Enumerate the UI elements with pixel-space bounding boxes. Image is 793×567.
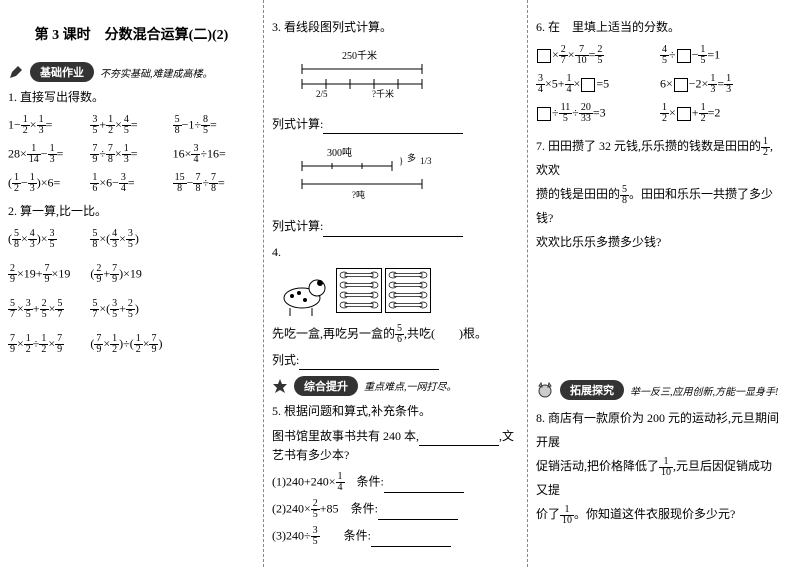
- svg-text:}: }: [399, 156, 403, 166]
- bone-icon: [339, 271, 379, 280]
- svg-text:?千米: ?千米: [372, 88, 394, 99]
- expr: (79×12)÷(12×79): [90, 334, 172, 355]
- q6-row1: ×27×710=25 45÷−15=1: [536, 45, 784, 66]
- answer-line[interactable]: [384, 481, 464, 493]
- q4-calc: 列式:: [272, 351, 519, 370]
- star-icon: [272, 378, 288, 394]
- bone-icon: [388, 281, 428, 290]
- q1: 1. 直接写出得数。: [8, 88, 255, 107]
- q2-row4: 79×12÷12×79 (79×12)÷(12×79): [8, 334, 255, 355]
- bone-boxes: [336, 268, 431, 313]
- badge-extend-sub: 举一反三,应用创新,方能一显身手!: [630, 383, 778, 398]
- badge-synth-label: 综合提升: [294, 376, 358, 396]
- q6-row2: 34×5+14×=5 6×−2×13=13: [536, 74, 784, 95]
- svg-text:300吨: 300吨: [327, 146, 352, 159]
- badge-basic: 基础作业 不夯实基础,难建成高楼。: [8, 62, 255, 82]
- expr: 6×−2×13=13: [660, 74, 784, 95]
- expr: ÷115÷2033=3: [536, 103, 660, 124]
- expr: 45÷−15=1: [660, 45, 784, 66]
- bone-icon: [339, 281, 379, 290]
- badge-synth-sub: 重点难点,一网打尽。: [364, 378, 457, 393]
- expr: ×27×710=25: [536, 45, 660, 66]
- q1-row3: (12−13)×6= 16×6−34= 158−78÷78=: [8, 173, 255, 194]
- svg-text:1/3: 1/3: [420, 156, 432, 166]
- q5-main: 图书馆里故事书共有 240 本,,文艺书有多少本?: [272, 427, 519, 465]
- expr: 57×(35+25): [90, 299, 172, 320]
- answer-line[interactable]: [419, 434, 499, 446]
- q2-row1: (58×43)×35 58×(43×35): [8, 229, 255, 250]
- cat-icon: [536, 382, 554, 398]
- q6-row3: ÷115÷2033=3 12×+12=2: [536, 103, 784, 124]
- bone-icon: [339, 291, 379, 300]
- badge-extend-label: 拓展探究: [560, 380, 624, 400]
- q4-image: [272, 268, 519, 318]
- q5: 5. 根据问题和算式,补充条件。: [272, 402, 519, 421]
- line-diagram-2: 300吨 } 多 1/3 ?吨: [272, 146, 452, 201]
- q3-calc1: 列式计算:: [272, 115, 519, 134]
- svg-text:250千米: 250千米: [342, 49, 377, 62]
- pencil-icon: [8, 64, 24, 80]
- worksheet-page: 第 3 课时 分数混合运算(二)(2) 基础作业 不夯实基础,难建成高楼。 1.…: [0, 0, 793, 567]
- q4-text: 先吃一盒,再吃另一盒的56,共吃( )根。: [272, 324, 519, 345]
- q8: 8. 商店有一款原价为 200 元的运动衫,元旦期间开展 促销活动,把价格降低了…: [536, 406, 784, 526]
- column-2: 3. 看线段图列式计算。 250千米 2/5 ?千米 列式计算: 300吨 }: [264, 0, 528, 567]
- q5-3: (3)240÷35 条件:: [272, 526, 519, 547]
- q2-row2: 29×19+79×19 (29+79)×19: [8, 264, 255, 285]
- expr: (58×43)×35: [8, 229, 90, 250]
- q5-1: (1)240+240×14 条件:: [272, 472, 519, 493]
- q4-label: 4.: [272, 243, 519, 262]
- answer-line[interactable]: [378, 508, 458, 520]
- bone-box: [336, 268, 382, 313]
- expr: 58−1÷85=: [173, 115, 255, 136]
- q6: 6. 在 里填上适当的分数。: [536, 18, 784, 37]
- dog-icon: [272, 268, 332, 318]
- answer-line[interactable]: [299, 358, 439, 370]
- badge-basic-label: 基础作业: [30, 62, 94, 82]
- expr: 79×12÷12×79: [8, 334, 90, 355]
- badge-extend: 拓展探究 举一反三,应用创新,方能一显身手!: [536, 380, 784, 400]
- answer-line[interactable]: [323, 122, 463, 134]
- bone-icon: [339, 301, 379, 310]
- expr: 35+12×45=: [90, 115, 172, 136]
- page-title: 第 3 课时 分数混合运算(二)(2): [8, 24, 255, 44]
- q3-calc2: 列式计算:: [272, 217, 519, 236]
- expr: 16×6−34=: [90, 173, 172, 194]
- expr: 12×+12=2: [660, 103, 784, 124]
- svg-text:2/5: 2/5: [316, 89, 328, 99]
- bone-icon: [388, 301, 428, 310]
- bone-box: [385, 268, 431, 313]
- q2-row3: 57×35+25×57 57×(35+25): [8, 299, 255, 320]
- q5-2: (2)240×25+85 条件:: [272, 499, 519, 520]
- line-diagram-1: 250千米 2/5 ?千米: [272, 49, 432, 99]
- expr: 57×35+25×57: [8, 299, 90, 320]
- badge-synth: 综合提升 重点难点,一网打尽。: [272, 376, 519, 396]
- expr: 1−12×13=: [8, 115, 90, 136]
- q3: 3. 看线段图列式计算。: [272, 18, 519, 37]
- expr: 158−78÷78=: [173, 173, 255, 194]
- expr: (12−13)×6=: [8, 173, 90, 194]
- answer-line[interactable]: [371, 535, 451, 547]
- expr: 29×19+79×19: [8, 264, 90, 285]
- q7: 7. 田田攒了 32 元钱,乐乐攒的钱数是田田的12,欢欢 攒的钱是田田的58。…: [536, 134, 784, 254]
- expr: 28×114−13=: [8, 144, 90, 165]
- svg-text:多: 多: [407, 152, 416, 163]
- expr: (29+79)×19: [90, 264, 172, 285]
- q1-row1: 1−12×13= 35+12×45= 58−1÷85=: [8, 115, 255, 136]
- q1-row2: 28×114−13= 79÷78×13= 16×34÷16=: [8, 144, 255, 165]
- expr: 58×(43×35): [90, 229, 172, 250]
- column-3: 6. 在 里填上适当的分数。 ×27×710=25 45÷−15=1 34×5+…: [528, 0, 792, 567]
- expr: 16×34÷16=: [173, 144, 255, 165]
- expr: 34×5+14×=5: [536, 74, 660, 95]
- badge-basic-sub: 不夯实基础,难建成高楼。: [100, 65, 213, 80]
- bone-icon: [388, 271, 428, 280]
- expr: 79÷78×13=: [90, 144, 172, 165]
- column-1: 第 3 课时 分数混合运算(二)(2) 基础作业 不夯实基础,难建成高楼。 1.…: [0, 0, 264, 567]
- bone-icon: [388, 291, 428, 300]
- answer-line[interactable]: [323, 225, 463, 237]
- svg-text:?吨: ?吨: [352, 189, 365, 200]
- q2: 2. 算一算,比一比。: [8, 202, 255, 221]
